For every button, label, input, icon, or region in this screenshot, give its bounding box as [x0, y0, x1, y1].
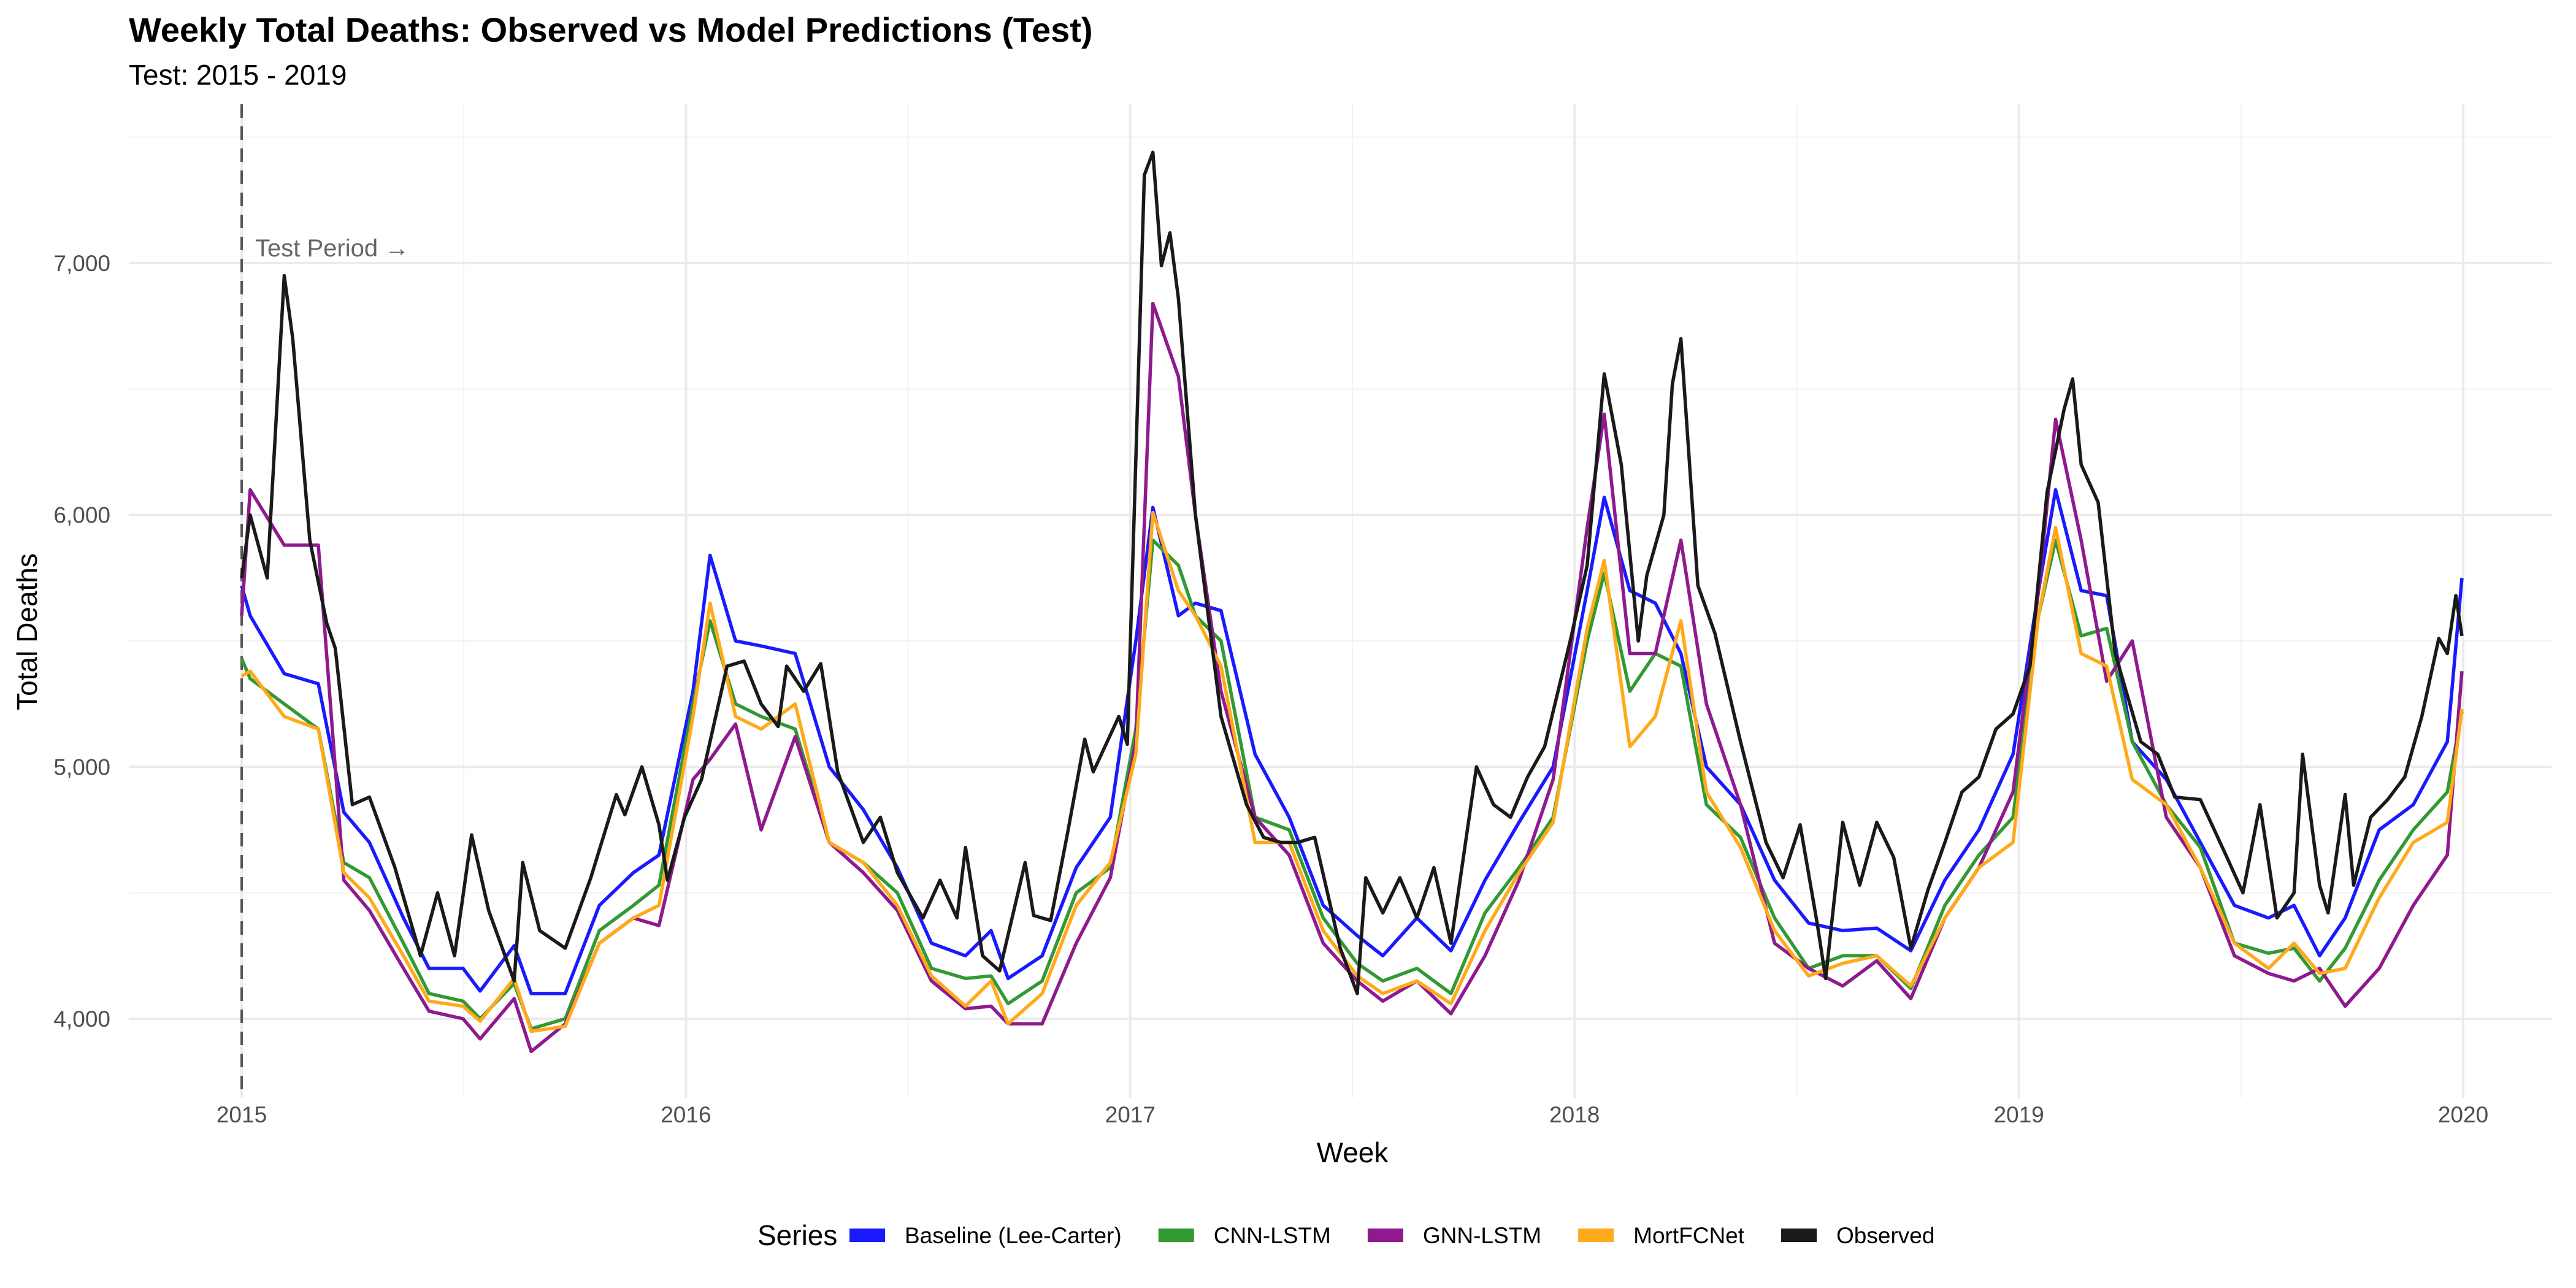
- x-tick-label: 2020: [2438, 1102, 2488, 1127]
- legend-key: [1781, 1229, 1817, 1242]
- series-lines: [240, 150, 2464, 1054]
- legend-label: Observed: [1836, 1223, 1934, 1248]
- legend-key: [1367, 1229, 1403, 1242]
- x-tick-label: 2015: [217, 1102, 267, 1127]
- x-axis-ticks: 2015 2016 2017 2018 2019 2020: [217, 1102, 2488, 1127]
- y-axis-ticks: 4,000 5,000 6,000 7,000: [53, 251, 110, 1032]
- series-line-observed: [240, 150, 2464, 995]
- legend-label: Baseline (Lee-Carter): [905, 1223, 1122, 1248]
- x-axis-label: Week: [1317, 1137, 1389, 1168]
- legend-label: CNN-LSTM: [1214, 1223, 1331, 1248]
- legend: Series Baseline (Lee-Carter) CNN-LSTM GNN-…: [757, 1219, 1934, 1251]
- legend-key: [849, 1229, 885, 1242]
- legend-label: MortFCNet: [1633, 1223, 1745, 1248]
- series-line-cnn-lstm: [240, 538, 2464, 1031]
- y-tick-label: 7,000: [53, 251, 110, 276]
- legend-label: GNN-LSTM: [1423, 1223, 1541, 1248]
- legend-title: Series: [757, 1219, 837, 1251]
- legend-key: [1158, 1229, 1194, 1242]
- y-tick-label: 6,000: [53, 503, 110, 528]
- x-tick-label: 2017: [1105, 1102, 1156, 1127]
- y-tick-label: 4,000: [53, 1006, 110, 1032]
- x-tick-label: 2016: [661, 1102, 711, 1127]
- test-period-annotation: Test Period →: [255, 235, 409, 262]
- y-axis-label: Total Deaths: [11, 553, 43, 710]
- x-tick-label: 2019: [1993, 1102, 2044, 1127]
- chart-title: Weekly Total Deaths: Observed vs Model P…: [129, 10, 1093, 49]
- series-line-mortfcnet: [240, 510, 2464, 1033]
- chart-subtitle: Test: 2015 - 2019: [129, 59, 347, 91]
- x-tick-label: 2018: [1549, 1102, 1600, 1127]
- legend-key: [1578, 1229, 1614, 1242]
- y-tick-label: 5,000: [53, 754, 110, 780]
